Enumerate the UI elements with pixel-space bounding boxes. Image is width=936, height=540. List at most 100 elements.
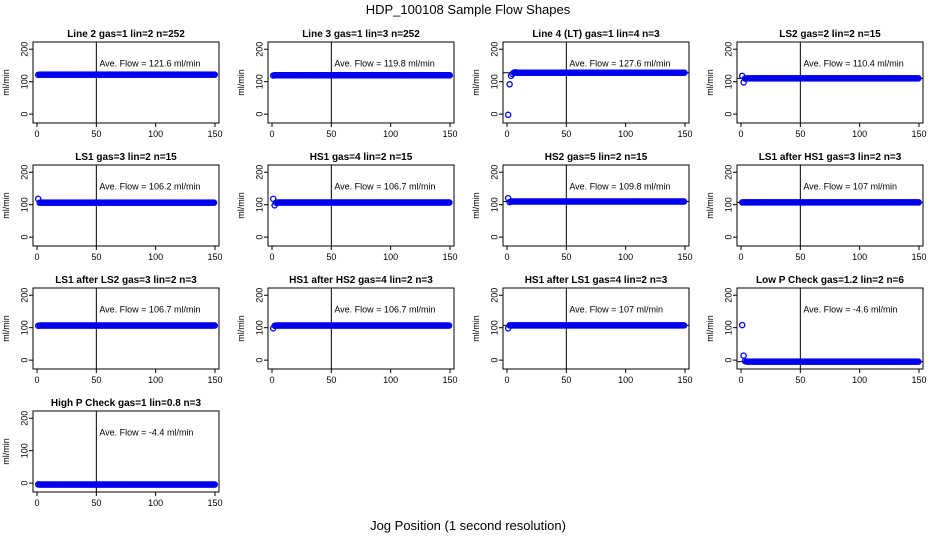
x-tick-label: 100 (148, 498, 163, 508)
panel-title: HS1 after HS2 gas=4 lin=2 n=3 (289, 275, 433, 286)
x-tick-label: 100 (383, 129, 398, 139)
y-axis-label: ml/min (1, 69, 11, 96)
y-axis-label: ml/min (705, 315, 715, 342)
plot-frame (32, 41, 220, 124)
y-tick-label: 0 (723, 112, 733, 117)
panel-9: LS1 after LS2 gas=3 lin=2 n=3 ml/min 0 100 2… (1, 275, 223, 385)
data-point (506, 81, 513, 88)
average-flow-annotation: Ave. Flow = 106.7 ml/min (334, 304, 435, 314)
panel-title: Low P Check gas=1.2 lin=2 n=6 (756, 275, 904, 286)
y-axis-label: ml/min (1, 192, 11, 219)
data-point (211, 71, 219, 78)
x-tick-label: 100 (148, 375, 163, 385)
y-axis-label: ml/min (471, 192, 481, 219)
y-axis-label: ml/min (236, 69, 246, 96)
panel-3: Line 4 (LT) gas=1 lin=4 n=3 ml/min 0 100 200… (471, 29, 693, 139)
panel-title: Line 4 (LT) gas=1 lin=4 n=3 (532, 29, 660, 40)
panel-2: Line 3 gas=1 lin=3 n=252 ml/min 0 100 200 0 50… (236, 29, 458, 139)
plot-frame (267, 164, 455, 247)
average-flow-annotation: Ave. Flow = 106.7 ml/min (334, 181, 435, 191)
data-point (445, 322, 453, 329)
average-flow-annotation: Ave. Flow = -4.4 ml/min (99, 427, 193, 437)
y-axis-label: ml/min (236, 192, 246, 219)
average-flow-annotation: Ave. Flow = 110.4 ml/min (803, 58, 903, 68)
panel-title: LS1 after HS1 gas=3 lin=2 n=3 (759, 152, 902, 163)
y-tick-label: 200 (489, 42, 499, 57)
y-tick-label: 100 (19, 443, 29, 458)
y-tick-label: 0 (19, 481, 29, 486)
data-point (680, 198, 688, 205)
y-axis-label: ml/min (1, 315, 11, 342)
x-tick-label: 0 (738, 375, 743, 385)
chart-title: HDP_100108 Sample Flow Shapes (365, 2, 571, 17)
panel-6: HS1 gas=4 lin=2 n=15 ml/min 0 100 200 0 50 100 1… (236, 152, 458, 262)
data-point (915, 358, 922, 365)
y-tick-label: 200 (19, 411, 29, 426)
y-tick-label: 0 (489, 112, 499, 117)
data-point (681, 69, 688, 76)
panel-title: LS1 gas=3 lin=2 n=15 (75, 152, 177, 163)
x-tick-label: 150 (207, 129, 222, 139)
x-tick-label: 150 (677, 129, 692, 139)
plot-frame (502, 287, 690, 370)
y-tick-label: 0 (19, 358, 29, 363)
x-tick-label: 50 (326, 129, 336, 139)
panel-title: Line 3 gas=1 lin=3 n=252 (302, 29, 420, 40)
plot-frame (736, 164, 924, 247)
data-point (915, 75, 922, 82)
y-tick-label: 0 (254, 358, 264, 363)
x-tick-label: 150 (442, 375, 457, 385)
x-tick-label: 150 (677, 252, 692, 262)
x-tick-label: 100 (618, 375, 633, 385)
x-tick-label: 50 (91, 252, 101, 262)
y-tick-label: 100 (723, 320, 733, 335)
x-tick-label: 100 (618, 252, 633, 262)
y-axis-label: ml/min (705, 192, 715, 219)
data-point (680, 322, 688, 329)
x-tick-label: 50 (795, 252, 805, 262)
x-tick-label: 150 (207, 252, 222, 262)
plot-frame (32, 164, 220, 247)
y-tick-label: 200 (19, 165, 29, 180)
y-tick-label: 0 (254, 112, 264, 117)
x-tick-label: 50 (326, 252, 336, 262)
data-point (210, 199, 218, 206)
x-tick-label: 0 (504, 375, 509, 385)
x-tick-label: 150 (677, 375, 692, 385)
y-tick-label: 200 (723, 165, 733, 180)
y-tick-label: 0 (489, 235, 499, 240)
y-axis-label: ml/min (471, 69, 481, 96)
x-tick-label: 0 (738, 129, 743, 139)
x-tick-label: 150 (911, 252, 926, 262)
average-flow-annotation: Ave. Flow = 109.8 ml/min (569, 181, 670, 191)
panel-5: LS1 gas=3 lin=2 n=15 ml/min 0 100 200 0 50 100 1… (1, 152, 223, 262)
y-tick-label: 200 (254, 42, 264, 57)
data-point (211, 481, 219, 488)
y-tick-label: 200 (489, 165, 499, 180)
y-tick-label: 100 (19, 74, 29, 89)
data-point (446, 72, 454, 79)
x-tick-label: 100 (148, 252, 163, 262)
x-tick-label: 50 (91, 375, 101, 385)
average-flow-annotation: Ave. Flow = 127.6 ml/min (569, 58, 670, 68)
panel-title: Line 2 gas=1 lin=2 n=252 (67, 29, 185, 40)
y-tick-label: 200 (254, 288, 264, 303)
x-tick-label: 0 (34, 252, 39, 262)
y-tick-label: 0 (19, 112, 29, 117)
y-tick-label: 100 (254, 197, 264, 212)
plot-frame (736, 287, 924, 370)
x-tick-label: 100 (148, 129, 163, 139)
x-tick-label: 50 (91, 129, 101, 139)
x-tick-label: 150 (207, 375, 222, 385)
y-tick-label: 200 (489, 288, 499, 303)
plot-frame (267, 41, 455, 124)
plot-frame (32, 287, 220, 370)
x-tick-label: 0 (34, 498, 39, 508)
y-axis-label: ml/min (471, 315, 481, 342)
average-flow-annotation: Ave. Flow = 107 ml/min (803, 181, 897, 191)
average-flow-annotation: Ave. Flow = 107 ml/min (569, 304, 663, 314)
y-tick-label: 100 (723, 197, 733, 212)
plot-frame (32, 410, 220, 493)
x-tick-label: 150 (442, 129, 457, 139)
